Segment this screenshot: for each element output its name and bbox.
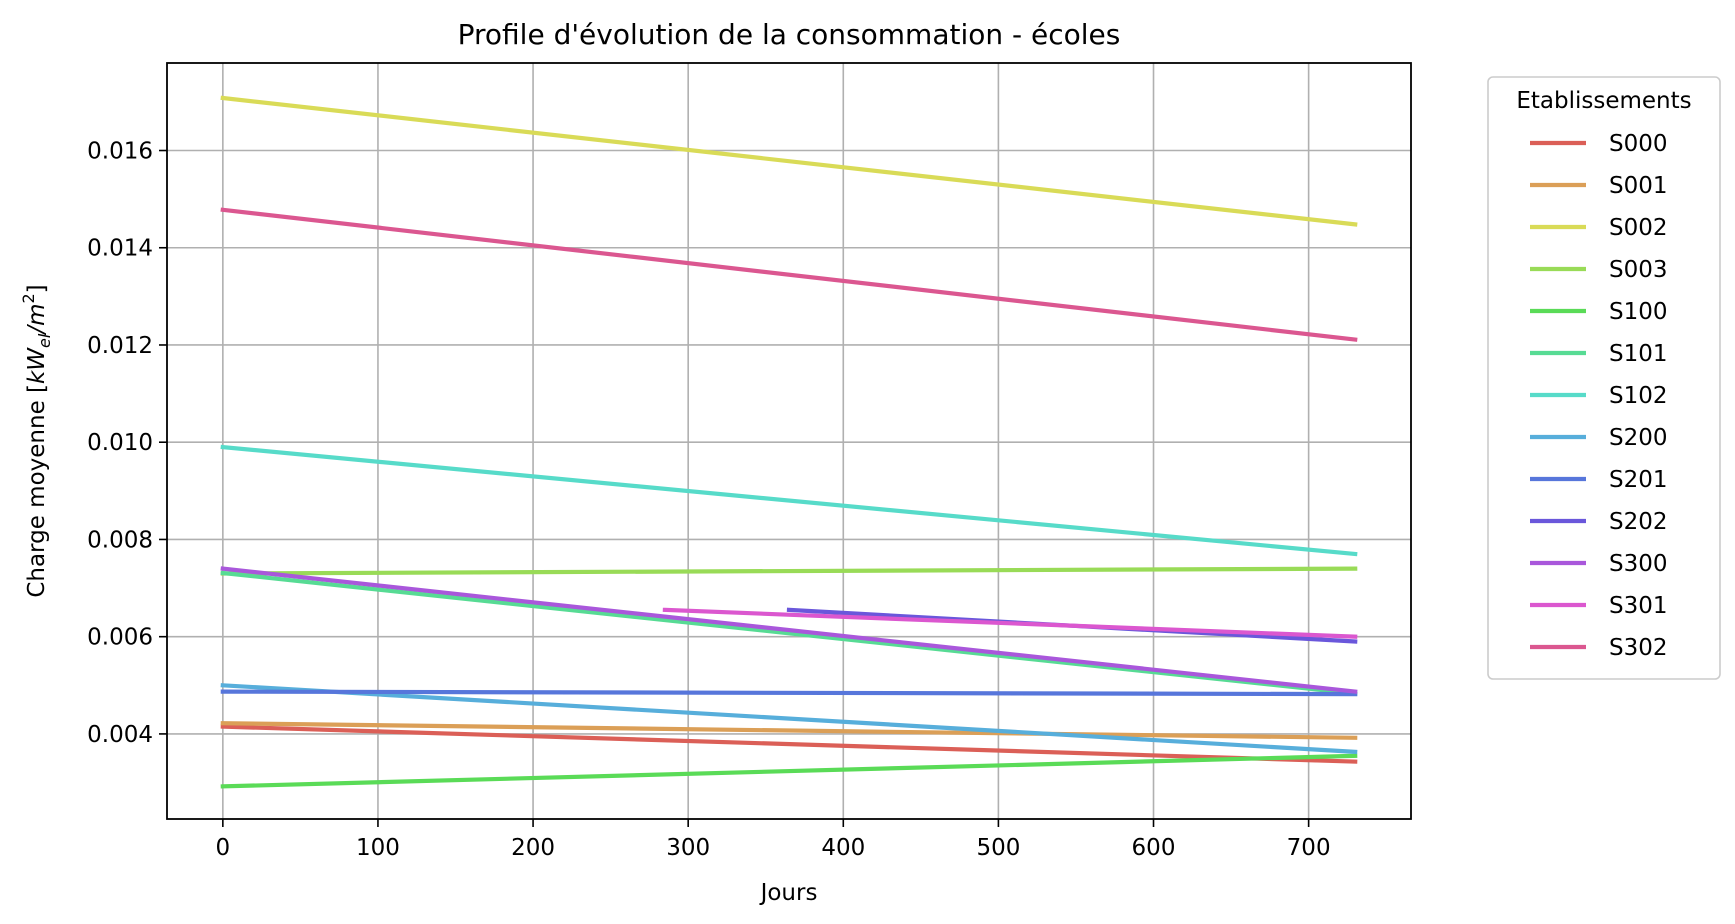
- legend-item-s200: S200: [1530, 425, 1668, 451]
- legend-label: S001: [1609, 173, 1668, 199]
- x-tick-label: 600: [1132, 835, 1176, 861]
- x-axis: 0 100 200 300 400 500 600 700: [216, 819, 1331, 861]
- series-line-s302: [220, 207, 1358, 342]
- y-tick-label: 0.006: [87, 625, 153, 651]
- series-line-s100: [220, 753, 1358, 789]
- x-tick-label: 100: [356, 835, 400, 861]
- series-line-s101: [220, 570, 1358, 696]
- x-tick-label: 300: [666, 835, 710, 861]
- legend-label: S100: [1609, 299, 1668, 325]
- legend-item-s301: S301: [1530, 593, 1668, 619]
- y-axis-label-suffix: ]: [24, 284, 50, 293]
- series-line-s003: [220, 566, 1358, 576]
- legend-item-s001: S001: [1530, 173, 1668, 199]
- legend-label: S200: [1609, 425, 1668, 451]
- legend-label: S000: [1609, 131, 1668, 157]
- legend-item-s201: S201: [1530, 467, 1668, 493]
- y-axis-label-unit: m: [24, 303, 50, 325]
- legend-item-s300: S300: [1530, 551, 1668, 577]
- legend-label: S300: [1609, 551, 1668, 577]
- y-tick-label: 0.008: [87, 527, 153, 553]
- y-axis-label-superscript: 2: [19, 293, 38, 303]
- series-line-s300: [220, 566, 1358, 694]
- legend-label: S301: [1609, 593, 1668, 619]
- y-tick-label: 0.014: [87, 236, 153, 262]
- legend-item-s102: S102: [1530, 383, 1668, 409]
- y-axis-label-slash: /: [24, 324, 50, 336]
- legend-title: Etablissements: [1516, 88, 1691, 114]
- chart-title: Profile d'évolution de la consommation -…: [458, 18, 1121, 51]
- series-line-s102: [220, 444, 1358, 557]
- legend-label: S302: [1609, 635, 1668, 661]
- series-line-s301: [662, 607, 1358, 639]
- legend-box: [1487, 76, 1721, 680]
- legend-item-s100: S100: [1530, 299, 1668, 325]
- y-axis-label-subscript: el: [35, 333, 54, 348]
- series-line-s002: [220, 95, 1358, 227]
- y-axis-label: Charge moyenne [kWel/m2]: [19, 284, 54, 597]
- x-axis-label: Jours: [759, 880, 818, 906]
- legend-label: S201: [1609, 467, 1668, 493]
- series-layer: [220, 95, 1358, 789]
- legend-item-s101: S101: [1530, 341, 1668, 367]
- legend-item-s202: S202: [1530, 509, 1668, 535]
- legend-items: S000 S001 S002 S003 S100 S101 S102 S200 S201 S202…: [1530, 131, 1668, 661]
- x-tick-label: 400: [821, 835, 865, 861]
- y-tick-label: 0.004: [87, 722, 153, 748]
- series-line-s201: [220, 689, 1358, 697]
- x-tick-label: 200: [511, 835, 555, 861]
- legend-item-s003: S003: [1530, 257, 1668, 283]
- series-line-s200: [220, 683, 1358, 755]
- legend-label: S002: [1609, 215, 1668, 241]
- y-axis-label-symbol: kW: [24, 347, 50, 384]
- legend-label: S101: [1609, 341, 1668, 367]
- y-axis-label-prefix: Charge moyenne [: [24, 384, 50, 598]
- legend-item-s000: S000: [1530, 131, 1668, 157]
- legend-label: S003: [1609, 257, 1668, 283]
- legend-item-s302: S302: [1530, 635, 1668, 661]
- x-tick-label: 0: [216, 835, 231, 861]
- legend-label: S202: [1609, 509, 1668, 535]
- legend-label: S102: [1609, 383, 1668, 409]
- y-tick-label: 0.010: [87, 430, 153, 456]
- x-tick-label: 500: [976, 835, 1020, 861]
- legend: Etablissements S000S001S002S003S100S101S…: [1487, 76, 1721, 680]
- plot-area-frame: [166, 62, 1412, 820]
- series-line-s000: [220, 724, 1358, 764]
- legend-item-s002: S002: [1530, 215, 1668, 241]
- series-line-s001: [220, 721, 1358, 740]
- y-tick-label: 0.012: [87, 333, 153, 359]
- y-tick-label: 0.016: [87, 139, 153, 165]
- x-tick-label: 700: [1287, 835, 1331, 861]
- y-axis: 0.004 0.006 0.008 0.010 0.012 0.014 0.016: [87, 139, 167, 748]
